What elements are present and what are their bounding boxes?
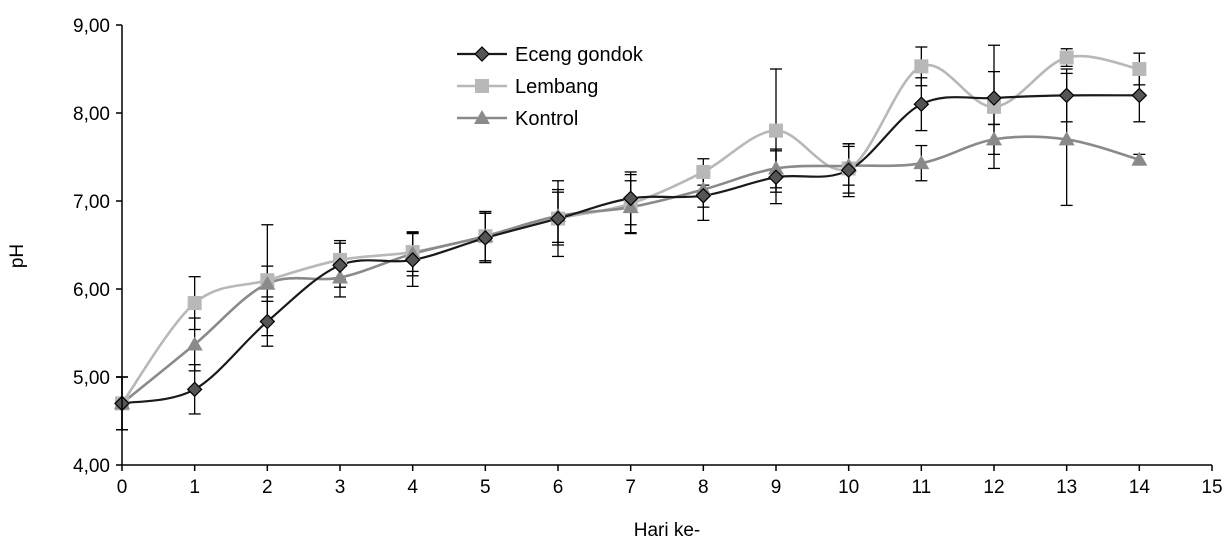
y-tick-label: 4,00 <box>73 456 110 477</box>
x-tick-label: 5 <box>480 477 491 498</box>
data-point-lembang <box>187 296 202 311</box>
x-tick-label: 6 <box>553 477 564 498</box>
data-point-kontrol <box>768 160 784 175</box>
x-tick-label: 2 <box>262 477 273 498</box>
y-axis-title: pH <box>7 244 28 268</box>
data-point-eceng-gondok <box>986 90 1002 106</box>
data-point-kontrol <box>1131 151 1148 166</box>
data-point-eceng-gondok <box>840 162 857 179</box>
x-tick-label: 3 <box>335 477 346 498</box>
x-tick-label: 0 <box>117 477 128 498</box>
x-axis-title: Hari ke- <box>634 520 701 541</box>
axes-layer: 4,005,006,007,008,009,000 1 2 3 4 5 6 7 8 9 10 11 12… <box>73 16 1223 498</box>
data-point-eceng-gondok <box>186 381 203 398</box>
data-point-eceng-gondok <box>768 169 784 186</box>
data-point-eceng-gondok <box>404 252 421 268</box>
data-point-eceng-gondok <box>622 190 639 207</box>
x-tick-label: 8 <box>698 477 709 498</box>
series-markers-layer <box>114 50 1148 412</box>
data-point-eceng-gondok <box>332 257 348 274</box>
legend-marker-kontrol <box>474 110 490 124</box>
data-point-eceng-gondok <box>259 313 276 330</box>
data-point-lembang <box>1059 50 1074 65</box>
data-point-kontrol <box>332 269 348 284</box>
x-tick-label: 13 <box>1056 477 1077 498</box>
data-point-eceng-gondok <box>477 230 494 246</box>
data-point-kontrol <box>913 155 930 170</box>
y-tick-label: 8,00 <box>73 104 110 125</box>
data-point-kontrol <box>186 336 203 351</box>
data-point-kontrol <box>1058 131 1075 146</box>
data-point-kontrol <box>986 131 1002 146</box>
legend-label-kontrol: Kontrol <box>515 108 578 130</box>
x-tick-label: 15 <box>1201 477 1222 498</box>
x-tick-label: 10 <box>838 477 859 498</box>
y-tick-label: 6,00 <box>73 280 110 301</box>
y-tick-label: 9,00 <box>73 16 110 37</box>
data-point-lembang <box>914 59 929 74</box>
data-point-kontrol <box>259 275 276 290</box>
legend-label-lembang: Lembang <box>515 76 598 98</box>
data-point-eceng-gondok <box>1131 87 1148 104</box>
data-point-lembang <box>769 123 783 138</box>
legend: Eceng gondok Lembang Kontrol <box>457 44 644 130</box>
x-tick-label: 14 <box>1129 477 1151 498</box>
data-point-lembang <box>696 164 711 179</box>
data-point-eceng-gondok <box>550 210 566 227</box>
legend-label-eceng-gondok: Eceng gondok <box>515 44 644 66</box>
x-tick-label: 9 <box>771 477 782 498</box>
x-tick-label: 7 <box>625 477 636 498</box>
x-tick-label: 11 <box>911 477 931 498</box>
data-point-eceng-gondok <box>913 96 930 113</box>
y-tick-label: 7,00 <box>73 192 110 213</box>
y-tick-label: 5,00 <box>73 368 110 389</box>
data-point-lembang <box>987 99 1001 114</box>
x-tick-label: 1 <box>189 477 200 498</box>
data-point-eceng-gondok <box>695 187 712 204</box>
data-point-lembang <box>1132 62 1147 76</box>
x-tick-label: 4 <box>407 477 418 498</box>
legend-marker-lembang <box>475 79 489 93</box>
x-tick-label: 12 <box>983 477 1004 498</box>
legend-marker-eceng-gondok <box>474 46 490 62</box>
data-point-eceng-gondok <box>1058 87 1075 104</box>
